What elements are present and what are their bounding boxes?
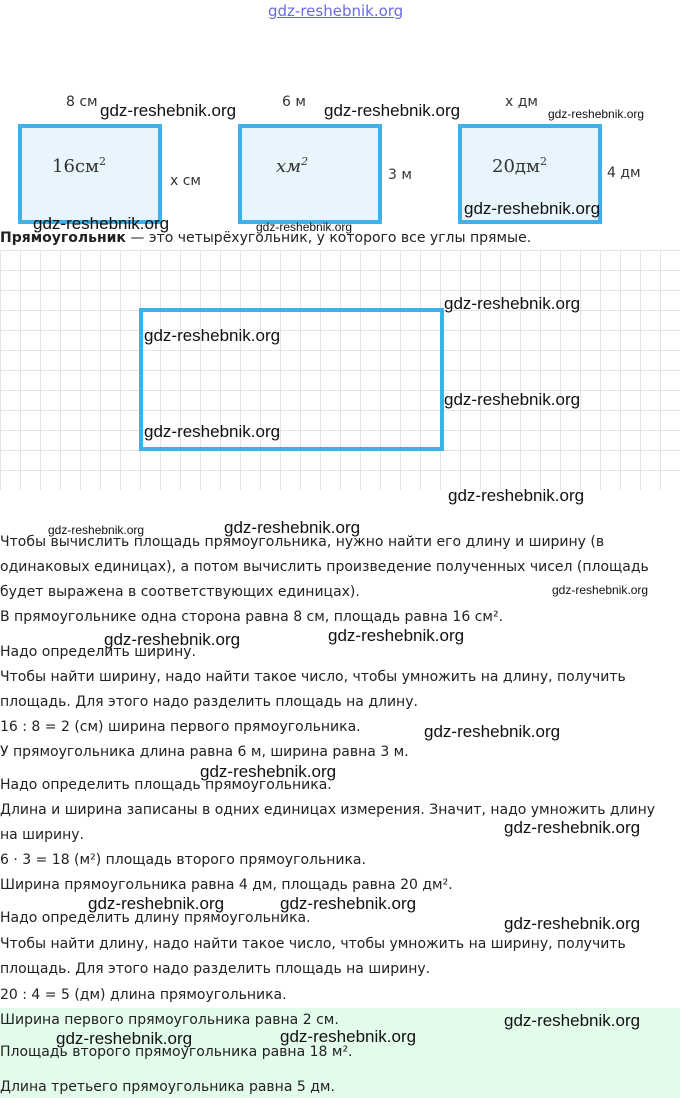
figure-1-top-label: 8 см (66, 94, 98, 110)
definition: Прямоугольник — это четырёхугольник, у к… (0, 230, 532, 246)
text-line: Чтобы найти длину, надо найти такое числ… (0, 936, 626, 952)
figure-2-area: xм2 (276, 155, 309, 177)
figure-3-rect (458, 124, 602, 224)
figure-3-area: 20дм2 (492, 155, 547, 177)
text-line: В прямоугольнике одна сторона равна 8 см… (0, 609, 504, 625)
watermark: gdz-reshebnik.org (444, 390, 581, 409)
text-line: 20 : 4 = 5 (дм) длина прямоугольника. (0, 987, 287, 1003)
text-line: площадь. Для этого надо разделить площад… (0, 961, 431, 977)
figure-3-side-label: 4 дм (607, 165, 641, 181)
watermark: gdz-reshebnik.org (328, 626, 465, 645)
watermark: gdz-reshebnik.org (464, 199, 601, 218)
answer-line: Площадь второго прямоугольника равна 18 … (0, 1044, 353, 1060)
watermark: gdz-reshebnik.org (280, 1027, 417, 1046)
figure-3-top-label: х дм (505, 94, 538, 110)
figure-2-top-label: 6 м (282, 94, 306, 110)
grid-rectangle (139, 308, 444, 451)
site-link[interactable]: gdz-reshebnik.org (268, 2, 404, 20)
watermark: gdz-reshebnik.org (200, 762, 337, 781)
text-line: Длина и ширина записаны в одних единицах… (0, 802, 656, 818)
text-line: У прямоугольника длина равна 6 м, ширина… (0, 744, 409, 760)
text-line: 16 : 8 = 2 (см) ширина первого прямоугол… (0, 719, 361, 735)
text-line: Чтобы найти ширину, надо найти такое чис… (0, 669, 626, 685)
watermark: gdz-reshebnik.org (504, 914, 641, 933)
watermark: gdz-reshebnik.org (424, 722, 561, 741)
watermark: gdz-reshebnik.org (224, 518, 361, 537)
text-line: на ширину. (0, 827, 84, 843)
watermark: gdz-reshebnik.org (504, 818, 641, 837)
watermark: gdz-reshebnik.org (88, 894, 225, 913)
answer-block (0, 1008, 680, 1098)
watermark: gdz-reshebnik.org (144, 326, 281, 345)
watermark: gdz-reshebnik.org (444, 294, 581, 313)
figure-2-rect (238, 124, 382, 224)
watermark: gdz-reshebnik.org (33, 214, 170, 233)
watermark: gdz-reshebnik.org (144, 422, 281, 441)
figure-1-area: 16см2 (52, 155, 106, 177)
watermark: gdz-reshebnik.org (448, 486, 585, 505)
watermark: gdz-reshebnik.org (280, 894, 417, 913)
text-line: одинаковых единицах), а потом вычислить … (0, 559, 649, 575)
watermark: gdz-reshebnik.org (56, 1029, 193, 1048)
watermark: gdz-reshebnik.org (104, 630, 241, 649)
watermark: gdz-reshebnik.org (552, 583, 649, 597)
watermark: gdz-reshebnik.org (548, 107, 645, 121)
figure-2-side-label: 3 м (388, 167, 412, 183)
watermark: gdz-reshebnik.org (100, 101, 237, 120)
watermark: gdz-reshebnik.org (48, 523, 145, 537)
watermark: gdz-reshebnik.org (256, 220, 353, 234)
text-line: Ширина прямоугольника равна 4 дм, площад… (0, 877, 453, 893)
figure-1-rect (18, 124, 162, 224)
answer-line: Длина третьего прямоугольника равна 5 дм… (0, 1079, 335, 1095)
answer-line: Ширина первого прямоугольника равна 2 см… (0, 1012, 339, 1028)
text-line: будет выражена в соответствующих единица… (0, 584, 360, 600)
text-line: 6 · 3 = 18 (м²) площадь второго прямоуго… (0, 852, 366, 868)
figure-1-side-label: х см (170, 173, 201, 189)
text-line: Надо определить длину прямоугольника. (0, 910, 311, 926)
text-line: Надо определить площадь прямоугольника. (0, 777, 332, 793)
text-line: Надо определить ширину. (0, 644, 196, 660)
watermark: gdz-reshebnik.org (504, 1011, 641, 1030)
watermark: gdz-reshebnik.org (324, 101, 461, 120)
text-line: Чтобы вычислить площадь прямоугольника, … (0, 534, 605, 550)
text-line: площадь. Для этого надо разделить площад… (0, 694, 418, 710)
